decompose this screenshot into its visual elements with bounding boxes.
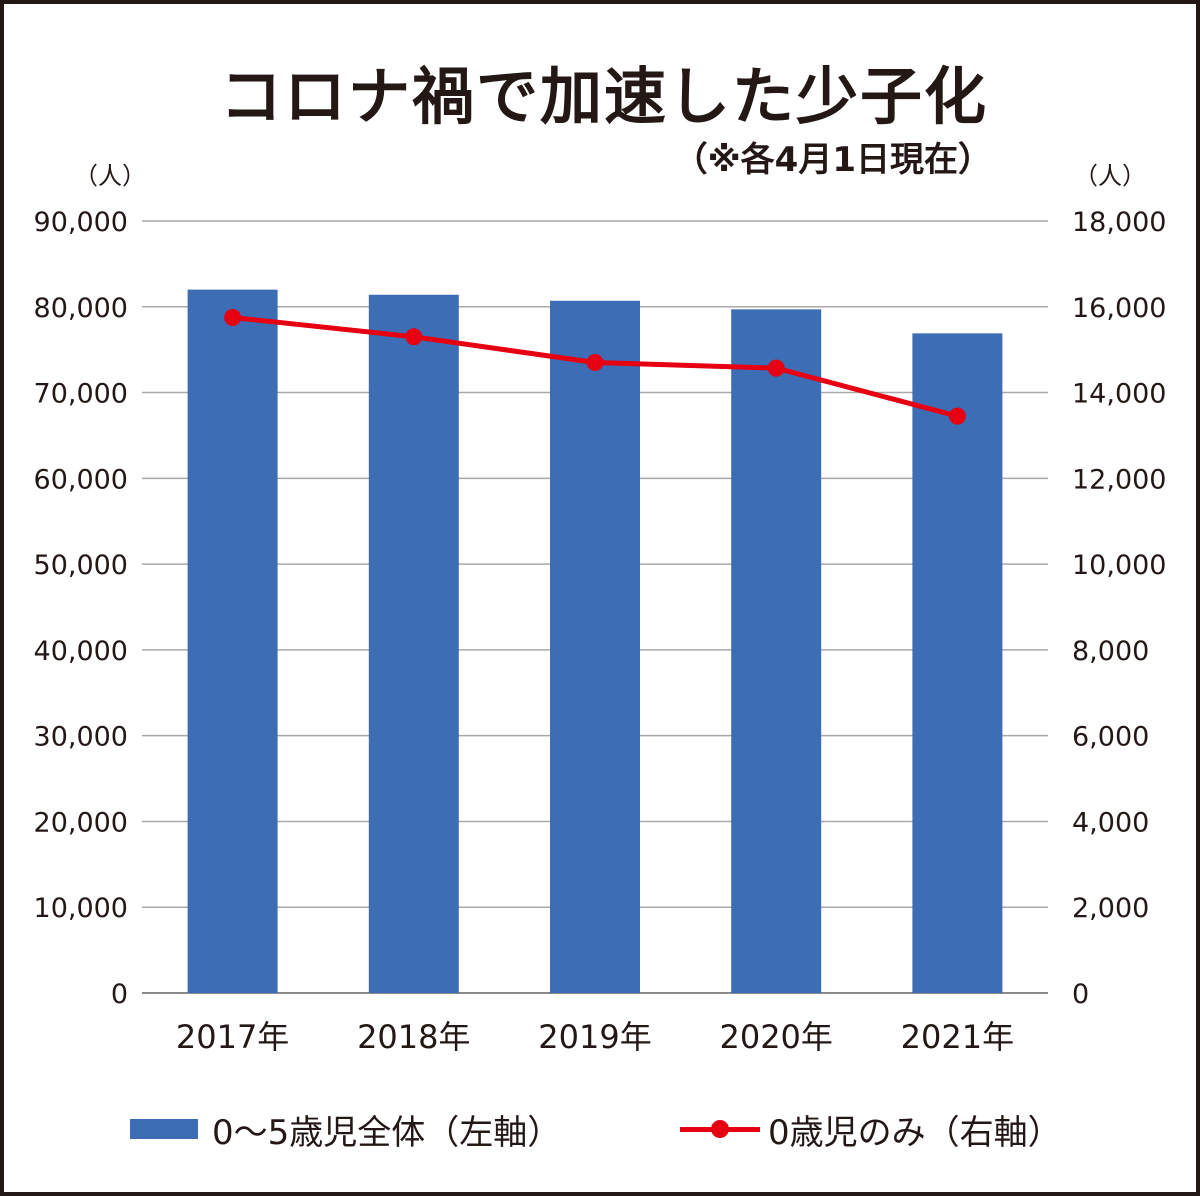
bar-2021年 (912, 333, 1003, 993)
right-tick-label: 12,000 (1072, 464, 1166, 495)
left-tick-label: 60,000 (34, 464, 128, 495)
right-tick-label: 0 (1072, 979, 1089, 1010)
right-tick-label: 16,000 (1072, 293, 1166, 324)
x-tick-label: 2018年 (357, 1018, 470, 1056)
legend-item-bar-series: 0〜5歳児全体（左軸） (130, 1104, 561, 1154)
bar-2017年 (187, 289, 278, 994)
legend-label-bar-series: 0〜5歳児全体（左軸） (212, 1112, 562, 1153)
x-tick-label: 2021年 (901, 1018, 1014, 1056)
legend-item-line-series: 0歳児のみ（右軸） (680, 1104, 1062, 1154)
line-point-2019年 (586, 354, 604, 372)
line-point-2021年 (948, 407, 966, 425)
left-tick-label: 40,000 (34, 636, 128, 667)
left-tick-label: 0 (111, 979, 128, 1010)
line-point-2020年 (767, 359, 785, 377)
right-tick-label: 8,000 (1072, 636, 1149, 667)
x-tick-label: 2020年 (719, 1018, 832, 1056)
right-axis-unit: （人） (1074, 162, 1146, 190)
left-tick-label: 20,000 (34, 807, 128, 838)
left-tick-label: 10,000 (34, 893, 128, 924)
legend-line-swatch (680, 1119, 760, 1139)
right-tick-label: 4,000 (1072, 807, 1149, 838)
left-tick-label: 50,000 (34, 550, 128, 581)
bar-2020年 (731, 309, 822, 994)
right-tick-label: 18,000 (1072, 207, 1166, 238)
right-tick-label: 14,000 (1072, 379, 1166, 410)
right-tick-label: 2,000 (1072, 893, 1149, 924)
x-tick-label: 2019年 (538, 1018, 651, 1056)
left-tick-label: 90,000 (34, 207, 128, 238)
legend-bar-swatch (130, 1119, 198, 1139)
x-tick-label: 2017年 (176, 1018, 289, 1056)
left-axis-unit: （人） (74, 162, 146, 190)
left-tick-label: 80,000 (34, 293, 128, 324)
right-tick-label: 10,000 (1072, 550, 1166, 581)
chart-title: コロナ禍で加速した少子化 (219, 60, 988, 133)
line-point-2017年 (224, 309, 242, 326)
bar-2018年 (368, 294, 459, 993)
left-tick-label: 30,000 (34, 722, 128, 753)
legend: 0〜5歳児全体（左軸） 0歳児のみ（右軸） (4, 1104, 1200, 1154)
line-point-2018年 (405, 328, 423, 346)
bar-2019年 (550, 300, 640, 994)
chart-subtitle: （※各4月1日現在） (673, 140, 992, 180)
legend-label-line-series: 0歳児のみ（右軸） (768, 1112, 1062, 1153)
left-tick-label: 70,000 (34, 379, 128, 410)
right-tick-label: 6,000 (1072, 722, 1149, 753)
